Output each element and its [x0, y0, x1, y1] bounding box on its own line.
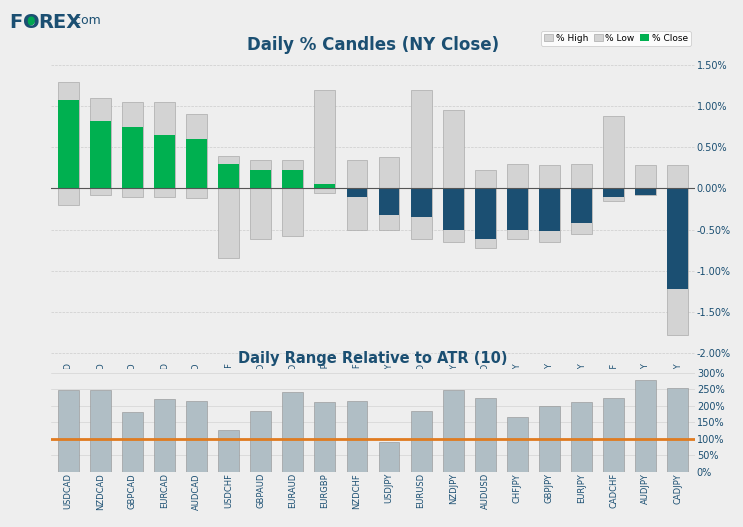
- Bar: [90, 121, 111, 189]
- Bar: [635, 380, 656, 472]
- Bar: [635, 189, 656, 195]
- Bar: [379, 442, 400, 472]
- Bar: [346, 160, 367, 230]
- Text: ●: ●: [23, 13, 35, 27]
- Bar: [443, 110, 464, 242]
- Bar: [122, 102, 143, 197]
- Bar: [250, 170, 271, 189]
- Bar: [282, 392, 303, 472]
- Bar: [539, 189, 560, 231]
- Bar: [411, 189, 432, 217]
- Title: Daily % Candles (NY Close): Daily % Candles (NY Close): [247, 36, 499, 54]
- Bar: [90, 98, 111, 195]
- Bar: [186, 401, 207, 472]
- Bar: [635, 165, 656, 195]
- Bar: [475, 170, 496, 248]
- Bar: [507, 189, 528, 230]
- Bar: [507, 164, 528, 239]
- Bar: [539, 406, 560, 472]
- Bar: [443, 189, 464, 230]
- Bar: [282, 170, 303, 189]
- Bar: [90, 390, 111, 472]
- Bar: [154, 135, 175, 189]
- Bar: [58, 390, 79, 472]
- Bar: [218, 430, 239, 472]
- Bar: [443, 391, 464, 472]
- Bar: [314, 90, 335, 192]
- Bar: [667, 388, 688, 472]
- Bar: [250, 412, 271, 472]
- Bar: [379, 157, 400, 230]
- Bar: [475, 397, 496, 472]
- Bar: [603, 397, 624, 472]
- Bar: [218, 164, 239, 189]
- Bar: [475, 189, 496, 239]
- Bar: [250, 160, 271, 239]
- Bar: [218, 155, 239, 258]
- Title: Daily Range Relative to ATR (10): Daily Range Relative to ATR (10): [239, 352, 507, 366]
- Bar: [122, 412, 143, 472]
- Bar: [571, 402, 592, 472]
- Bar: [411, 412, 432, 472]
- Bar: [603, 116, 624, 201]
- Bar: [603, 189, 624, 197]
- Bar: [282, 160, 303, 236]
- Bar: [122, 127, 143, 189]
- Bar: [346, 401, 367, 472]
- Bar: [314, 402, 335, 472]
- Bar: [314, 184, 335, 189]
- Bar: [58, 100, 79, 189]
- Text: REX: REX: [39, 13, 82, 32]
- Bar: [379, 189, 400, 214]
- Text: F: F: [9, 13, 22, 32]
- Text: O: O: [23, 13, 39, 32]
- Legend: % High, % Low, % Close: % High, % Low, % Close: [541, 31, 691, 46]
- Bar: [154, 102, 175, 197]
- Bar: [346, 189, 367, 197]
- Bar: [571, 189, 592, 223]
- Bar: [539, 165, 560, 242]
- Bar: [58, 82, 79, 205]
- Bar: [667, 189, 688, 289]
- Text: .com: .com: [71, 14, 101, 27]
- Bar: [667, 165, 688, 335]
- Bar: [411, 90, 432, 239]
- Bar: [507, 417, 528, 472]
- Bar: [571, 164, 592, 233]
- Bar: [186, 114, 207, 198]
- Bar: [154, 398, 175, 472]
- Bar: [186, 139, 207, 189]
